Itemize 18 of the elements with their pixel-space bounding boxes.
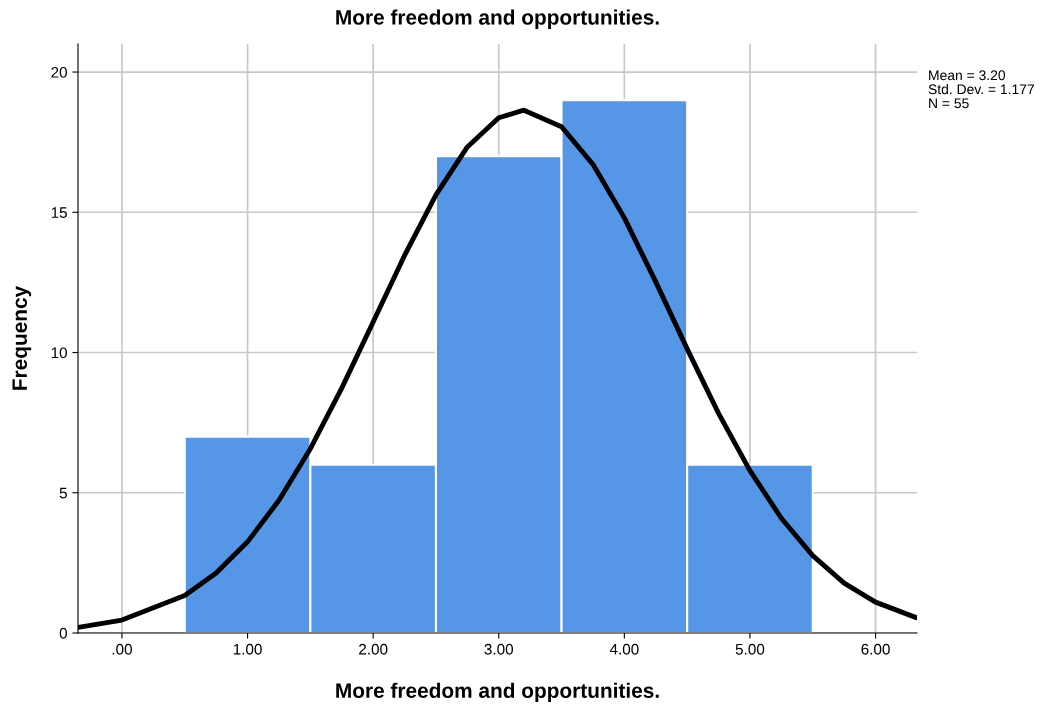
chart-title: More freedom and opportunities. — [336, 9, 659, 29]
y-tick-label: 15 — [51, 207, 67, 218]
text: N = 55 — [929, 98, 969, 109]
y-tick-label: 10 — [51, 347, 67, 359]
y-tick-label: 5 — [59, 487, 67, 499]
text: Std. Dev. = 1.177 — [928, 84, 1034, 95]
x-tick-label: 3.00 — [484, 643, 514, 655]
y-tick-label: 0 — [59, 627, 67, 639]
x-tick-label: 1.00 — [233, 643, 262, 655]
x-axis-title: More freedom and opportunities. — [336, 682, 659, 703]
y-axis-title: Frequency — [12, 285, 32, 390]
x-tick-label: .00 — [112, 643, 132, 655]
x-tick-label: 2.00 — [359, 643, 388, 655]
x-tick-label: 4.00 — [609, 643, 639, 655]
text: Mean = 3.20 — [929, 70, 1006, 81]
x-tick-label: 5.00 — [735, 643, 765, 655]
y-tick-label: 20 — [51, 66, 67, 78]
x-tick-label: 6.00 — [861, 643, 890, 655]
